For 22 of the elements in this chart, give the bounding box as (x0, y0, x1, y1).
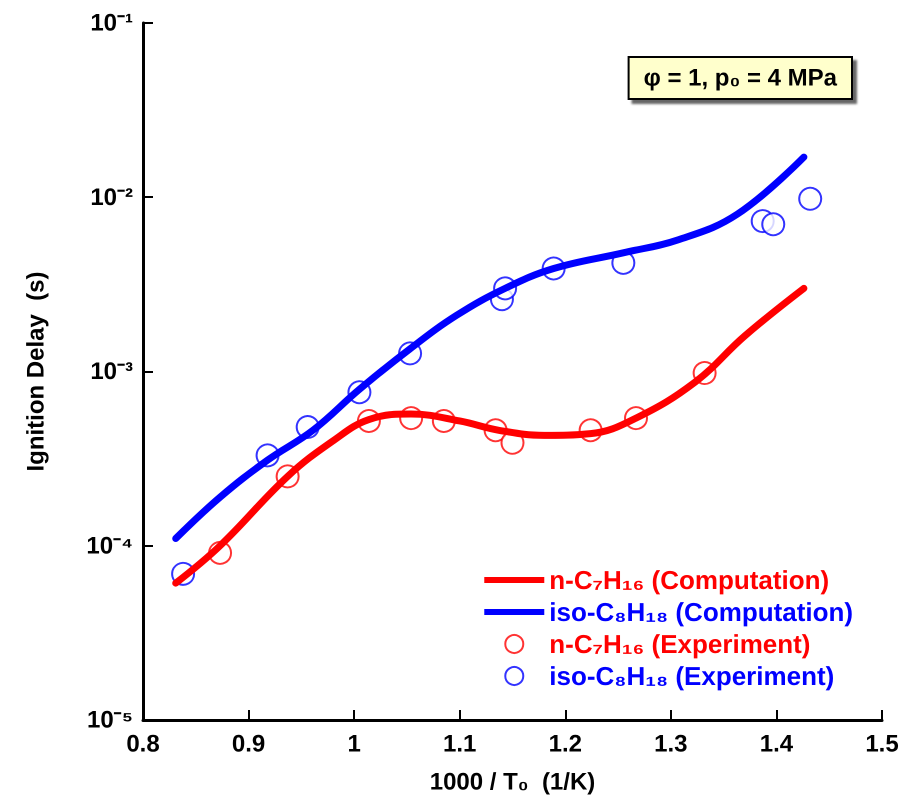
legend-label: iso-C₈H₁₈ (Computation) (549, 597, 854, 627)
x-tick-label: 1.3 (654, 730, 688, 758)
x-tick-label: 1.1 (443, 730, 476, 758)
x-tick-label: 0.8 (126, 730, 160, 758)
x-axis-title: 1000 / T₀ (1/K) (430, 768, 596, 796)
point (798, 186, 822, 211)
legend-label: n-C₇H₁₆ (Computation) (549, 565, 830, 595)
x-tick-label: 1 (347, 730, 361, 758)
x-tick-label: 1.5 (865, 730, 899, 758)
x-tick-label: 0.9 (232, 730, 266, 758)
legend-label: n-C₇H₁₆ (Experiment) (549, 629, 810, 659)
y-tick-label: 10⁻⁵ (87, 706, 133, 734)
point (761, 212, 786, 236)
x-tick-label: 1.2 (548, 730, 582, 758)
y-axis-title: Ignition Delay (s) (22, 271, 50, 472)
x-tick-label: 1.4 (760, 730, 794, 758)
y-tick-label: 10⁻³ (90, 358, 134, 385)
legend-label: iso-C₈H₁₈ (Experiment) (549, 661, 834, 691)
annotation: φ = 1, p₀ = 4 MPa (644, 64, 838, 92)
y-tick-label: 10⁻² (90, 184, 134, 211)
y-tick-label: 10⁻¹ (90, 10, 134, 36)
y-tick-label: 10⁻⁴ (86, 532, 133, 560)
